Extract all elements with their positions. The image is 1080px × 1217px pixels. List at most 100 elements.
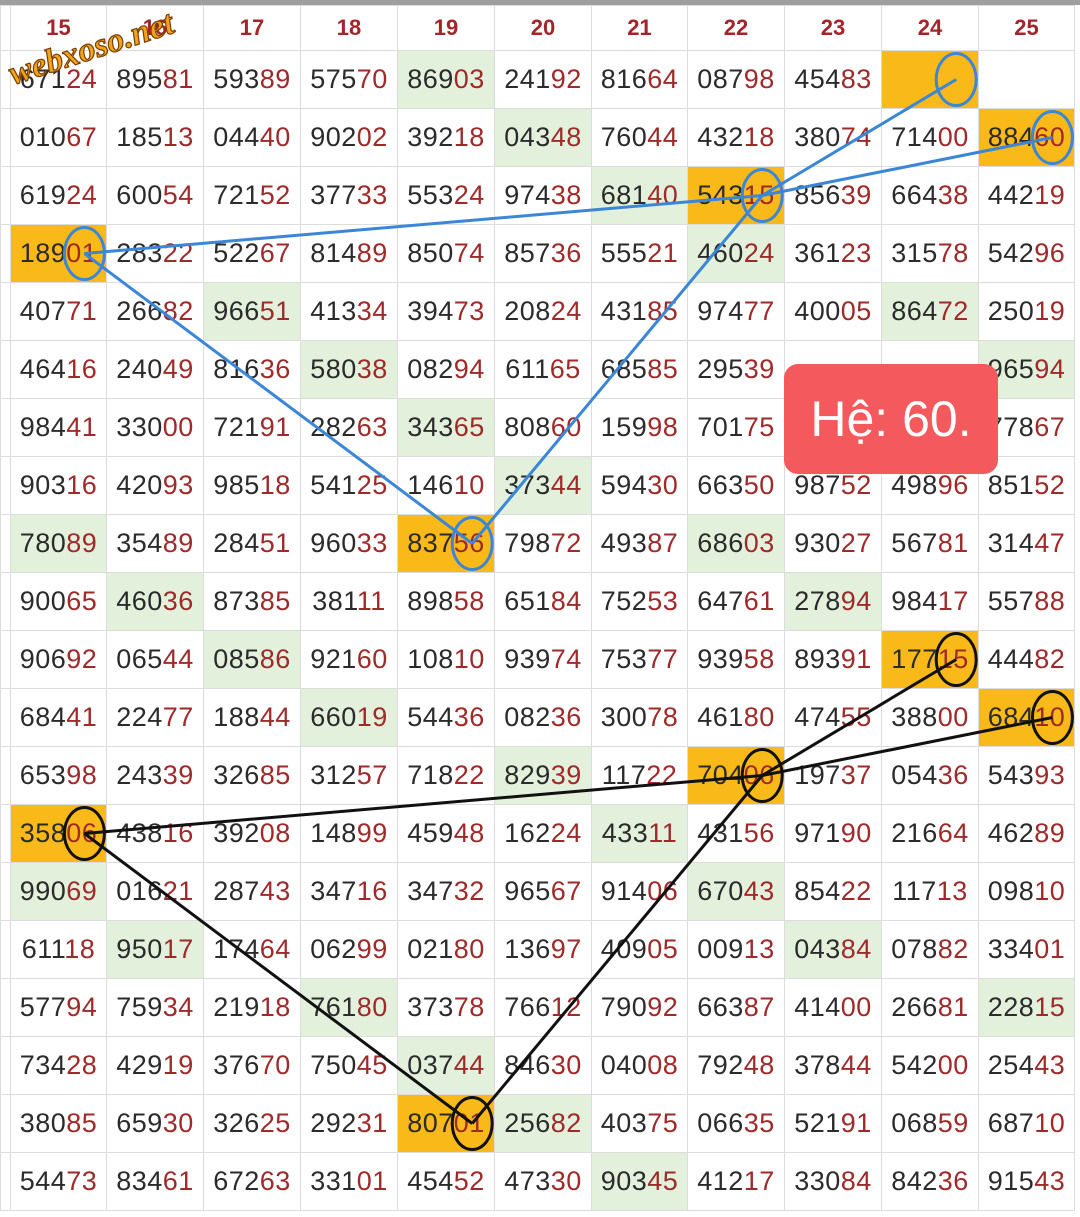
number-tail: 18	[64, 934, 96, 964]
number-tail: 67	[66, 122, 98, 152]
number-head: 915	[987, 1166, 1035, 1196]
number-head: 577	[19, 992, 67, 1022]
number-tail: 18	[259, 992, 291, 1022]
number-head: 660	[310, 702, 357, 732]
number-tail: 98	[66, 760, 98, 790]
number-cell: 31257	[300, 746, 398, 805]
number-tail: 41	[66, 412, 98, 442]
number-head: 082	[407, 354, 454, 384]
number-cell: 52267	[203, 224, 301, 283]
column-header: 25	[978, 5, 1075, 51]
number-head: 829	[504, 760, 551, 790]
number-cell: 79248	[687, 1036, 785, 1095]
number-tail: 19	[1034, 296, 1066, 326]
number-head: 965	[504, 876, 551, 906]
number-head: 347	[310, 876, 357, 906]
number-head: 906	[19, 644, 67, 674]
number-head: 987	[794, 470, 841, 500]
number-cell: 96651	[203, 282, 301, 341]
number-tail: 52	[259, 180, 291, 210]
number-head: 555	[600, 238, 648, 268]
number-tail: 45	[356, 1050, 388, 1080]
number-cell: 46416	[10, 340, 107, 399]
number-head: 087	[697, 64, 744, 94]
number-head: 543	[697, 180, 744, 210]
number-tail: 30	[162, 1108, 194, 1138]
number-tail: 19	[356, 702, 388, 732]
number-cell: 46036	[106, 572, 204, 631]
number-cell: 84236	[881, 1152, 979, 1211]
number-head: 671	[19, 64, 67, 94]
number-cell: 40771	[10, 282, 107, 341]
number-tail: 75	[647, 1108, 679, 1138]
grid-body: 67124 89581 59389 57570 86903 24192 81664 08798…	[0, 50, 1075, 1211]
number-cell: 05436	[881, 746, 979, 805]
number-tail: 84	[550, 586, 582, 616]
number-tail: 80	[453, 934, 485, 964]
number-head: 043	[794, 934, 841, 964]
number-tail: 60	[1034, 122, 1066, 152]
number-tail: 67	[1034, 412, 1066, 442]
number-cell: 43816	[106, 804, 204, 863]
number-tail: 24	[66, 180, 98, 210]
number-tail: 84	[840, 1166, 872, 1196]
number-tail: 00	[937, 702, 969, 732]
number-cell: 37344	[494, 456, 592, 515]
number-tail: 96	[1034, 238, 1066, 268]
row-pad	[0, 1152, 11, 1211]
number-cell: 76612	[494, 978, 592, 1037]
number-cell: 06544	[106, 630, 204, 689]
number-head: 315	[891, 238, 938, 268]
number-cell: 54125	[300, 456, 398, 515]
number-head: 054	[891, 760, 938, 790]
number-tail: 01	[66, 238, 98, 268]
number-tail: 08	[259, 818, 291, 848]
number-tail: 96	[937, 470, 969, 500]
number-tail: 71	[66, 296, 98, 326]
number-tail: 72	[550, 528, 582, 558]
number-head: 376	[213, 1050, 260, 1080]
number-cell: 89858	[397, 572, 495, 631]
number-cell: 90345	[591, 1152, 688, 1211]
number-head: 542	[987, 238, 1035, 268]
number-tail: 17	[937, 586, 969, 616]
number-cell: 68710	[978, 1094, 1075, 1153]
number-head: 098	[987, 876, 1035, 906]
number-cell: 44482	[978, 630, 1075, 689]
number-head: 266	[116, 296, 163, 326]
number-head: 714	[891, 122, 938, 152]
number-tail: 01	[453, 1108, 485, 1138]
number-tail: 34	[356, 296, 388, 326]
number-head: 984	[891, 586, 938, 616]
number-tail: 11	[648, 818, 678, 848]
table-row: 54473 83461 67263 33101 45452 47330 90345 41217…	[0, 1152, 1075, 1211]
number-cell: 88460	[978, 108, 1075, 167]
number-head: 461	[697, 702, 744, 732]
number-cell: 38074	[784, 108, 882, 167]
row-pad	[0, 572, 11, 631]
number-cell: 16224	[494, 804, 592, 863]
number-tail: 10	[453, 644, 485, 674]
number-cell: 09810	[978, 862, 1075, 921]
number-tail: 74	[453, 238, 485, 268]
number-cell: 84630	[494, 1036, 592, 1095]
number-head: 681	[600, 180, 648, 210]
number-tail: 91	[840, 1108, 872, 1138]
number-head: 921	[310, 644, 357, 674]
number-cell: 20824	[494, 282, 592, 341]
number-tail: 70	[259, 1050, 291, 1080]
table-row: 90692 06544 08586 92160 10810 93974 75377 93958…	[0, 630, 1075, 689]
number-head: 685	[600, 354, 648, 384]
number-head: 432	[697, 122, 744, 152]
number-cell: 64761	[687, 572, 785, 631]
number-tail: 32	[453, 876, 485, 906]
number-head: 278	[794, 586, 841, 616]
number-head: 718	[407, 760, 454, 790]
number-tail: 00	[937, 1050, 969, 1080]
number-head: 078	[891, 934, 938, 964]
number-tail: 25	[259, 1108, 291, 1138]
number-tail: 00	[937, 122, 969, 152]
number-cell: 65398	[10, 746, 107, 805]
number-tail: 17	[743, 1166, 775, 1196]
number-cell: 38800	[881, 688, 979, 747]
